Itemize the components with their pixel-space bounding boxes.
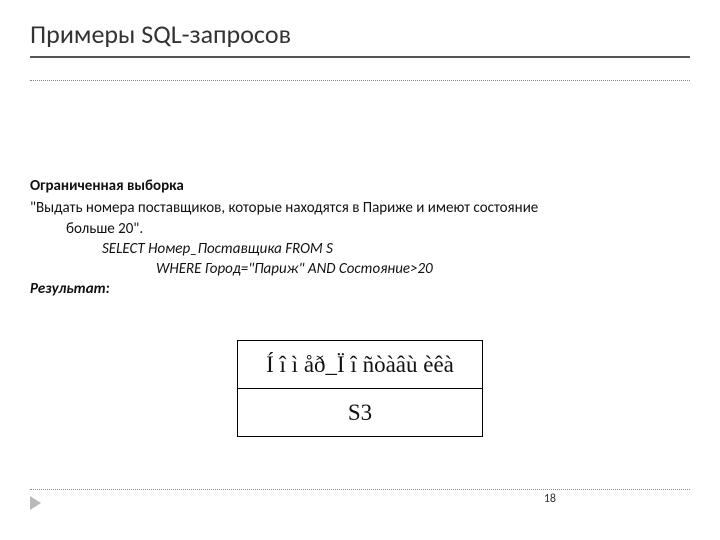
table-data-cell: S3 — [238, 388, 483, 436]
table-row: Í î ì åð_Ï î ñòàâù èêà — [238, 340, 483, 388]
sql-select-line: SELECT Номер_Поставщика FROM S — [102, 239, 690, 259]
dotted-divider-bottom — [30, 489, 690, 490]
page-title: Примеры SQL-запросов — [30, 18, 690, 50]
result-table-container: Í î ì åð_Ï î ñòàâù èêà S3 — [30, 340, 690, 437]
subheading: Ограниченная выборка — [30, 176, 690, 196]
slide: Примеры SQL-запросов Ограниченная выборк… — [0, 0, 720, 540]
sql-where-line: WHERE Город="Париж" AND Состояние>20 — [156, 259, 690, 279]
table-header-cell: Í î ì åð_Ï î ñòàâù èêà — [238, 340, 483, 388]
page-number: 18 — [544, 492, 556, 506]
task-text-line-2: больше 20". — [66, 219, 690, 239]
dotted-divider-top — [30, 80, 690, 81]
result-label: Результат: — [30, 279, 690, 299]
table-row: S3 — [238, 388, 483, 436]
result-table: Í î ì åð_Ï î ñòàâù èêà S3 — [237, 340, 483, 437]
play-icon — [30, 496, 41, 510]
task-text-line-1: "Выдать номера поставщиков, которые нахо… — [30, 198, 690, 218]
body-content: Ограниченная выборка "Выдать номера пост… — [30, 176, 690, 437]
title-underline — [30, 56, 690, 58]
